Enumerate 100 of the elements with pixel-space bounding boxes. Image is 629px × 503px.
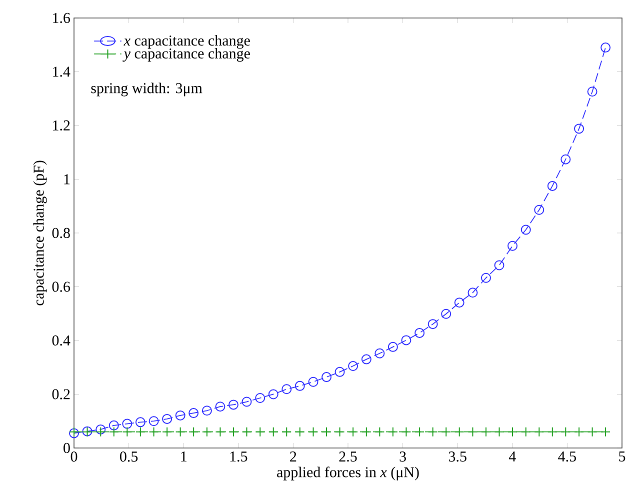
- point: [202, 426, 212, 437]
- point: [587, 86, 598, 97]
- point: [361, 354, 372, 364]
- point: [268, 389, 278, 400]
- point: [334, 366, 345, 377]
- point: [322, 372, 332, 382]
- point: [162, 426, 172, 437]
- point: [361, 426, 372, 437]
- point: [294, 380, 305, 391]
- y-tick-label: 1.2: [53, 120, 70, 131]
- x-tick-label: 1.5: [230, 452, 248, 462]
- point: [282, 426, 292, 437]
- x-tick-label: 1: [181, 452, 186, 462]
- point: [480, 426, 491, 437]
- point: [122, 418, 132, 429]
- x-tick-label: 5: [619, 452, 626, 462]
- point: [255, 393, 266, 403]
- point: [587, 426, 598, 437]
- point: [268, 426, 278, 437]
- point: [148, 416, 159, 426]
- point: [534, 426, 544, 437]
- point: [135, 426, 146, 437]
- x-tick-label: 3: [400, 452, 406, 462]
- point: [215, 402, 226, 412]
- y-axis-title: capacitance change (pF): [33, 160, 47, 306]
- point: [414, 328, 425, 338]
- point: [454, 298, 464, 308]
- y-tick-label: 1.4: [53, 66, 70, 77]
- point: [441, 426, 452, 437]
- annotation: spring width: 3μm: [91, 82, 202, 96]
- y-tick-label: 1.6: [53, 12, 70, 24]
- point: [574, 426, 584, 437]
- point: [560, 426, 571, 437]
- point: [468, 288, 478, 298]
- x-tick-label: 0: [70, 452, 78, 462]
- point: [108, 426, 119, 437]
- point: [202, 406, 212, 416]
- legend-label: y capacitance change: [122, 48, 250, 62]
- point: [322, 426, 332, 437]
- point: [108, 420, 119, 430]
- point: [401, 426, 412, 437]
- point: [175, 410, 186, 420]
- point: [228, 400, 238, 410]
- point: [534, 204, 544, 215]
- point: [255, 426, 266, 437]
- point: [508, 240, 518, 251]
- y-tick-label: 0.2: [52, 389, 70, 400]
- point: [520, 224, 531, 235]
- point: [428, 319, 438, 330]
- point: [574, 124, 584, 134]
- x-tick-label: 4: [508, 452, 516, 462]
- point: [428, 426, 438, 437]
- point: [454, 426, 464, 437]
- point: [96, 424, 106, 434]
- point: [508, 426, 518, 437]
- point: [334, 426, 345, 437]
- point: [388, 426, 398, 437]
- point: [282, 384, 292, 394]
- legend-label: x capacitance change: [124, 35, 250, 49]
- point: [388, 342, 398, 352]
- point: [374, 348, 385, 358]
- point: [600, 426, 611, 437]
- y-tick-label: 0: [64, 442, 70, 454]
- point: [414, 426, 425, 437]
- point: [175, 426, 186, 437]
- point: [308, 426, 318, 437]
- point: [308, 376, 318, 387]
- x-tick-label: 3.5: [448, 452, 466, 462]
- point: [148, 426, 159, 437]
- point: [494, 426, 504, 437]
- x-axis-title: applied forces in x (μN): [277, 466, 419, 480]
- point: [228, 426, 238, 437]
- point: [96, 426, 106, 437]
- point: [162, 414, 172, 424]
- point: [401, 335, 412, 346]
- point: [494, 260, 504, 270]
- point: [468, 426, 478, 437]
- point: [188, 408, 199, 418]
- point: [294, 426, 305, 437]
- point: [188, 426, 199, 437]
- y-tick-label: 1: [64, 174, 70, 184]
- point: [480, 272, 491, 283]
- point: [348, 426, 358, 437]
- point: [135, 417, 146, 428]
- y-tick-label: 0.6: [52, 282, 70, 292]
- point: [215, 426, 226, 437]
- y-tick-label: 0.8: [52, 228, 70, 238]
- point: [547, 180, 558, 191]
- point: [348, 361, 358, 372]
- point: [242, 426, 252, 437]
- x-tick-label: 4.5: [558, 452, 576, 462]
- point: [122, 426, 132, 437]
- point: [600, 42, 611, 53]
- y-tick-label: 0.4: [52, 335, 70, 346]
- point: [560, 154, 571, 164]
- point: [441, 308, 452, 319]
- point: [520, 426, 531, 437]
- x-tick-label: 2: [290, 452, 296, 462]
- x-tick-label: 0.5: [120, 452, 138, 462]
- x-tick-label: 2.5: [339, 452, 357, 462]
